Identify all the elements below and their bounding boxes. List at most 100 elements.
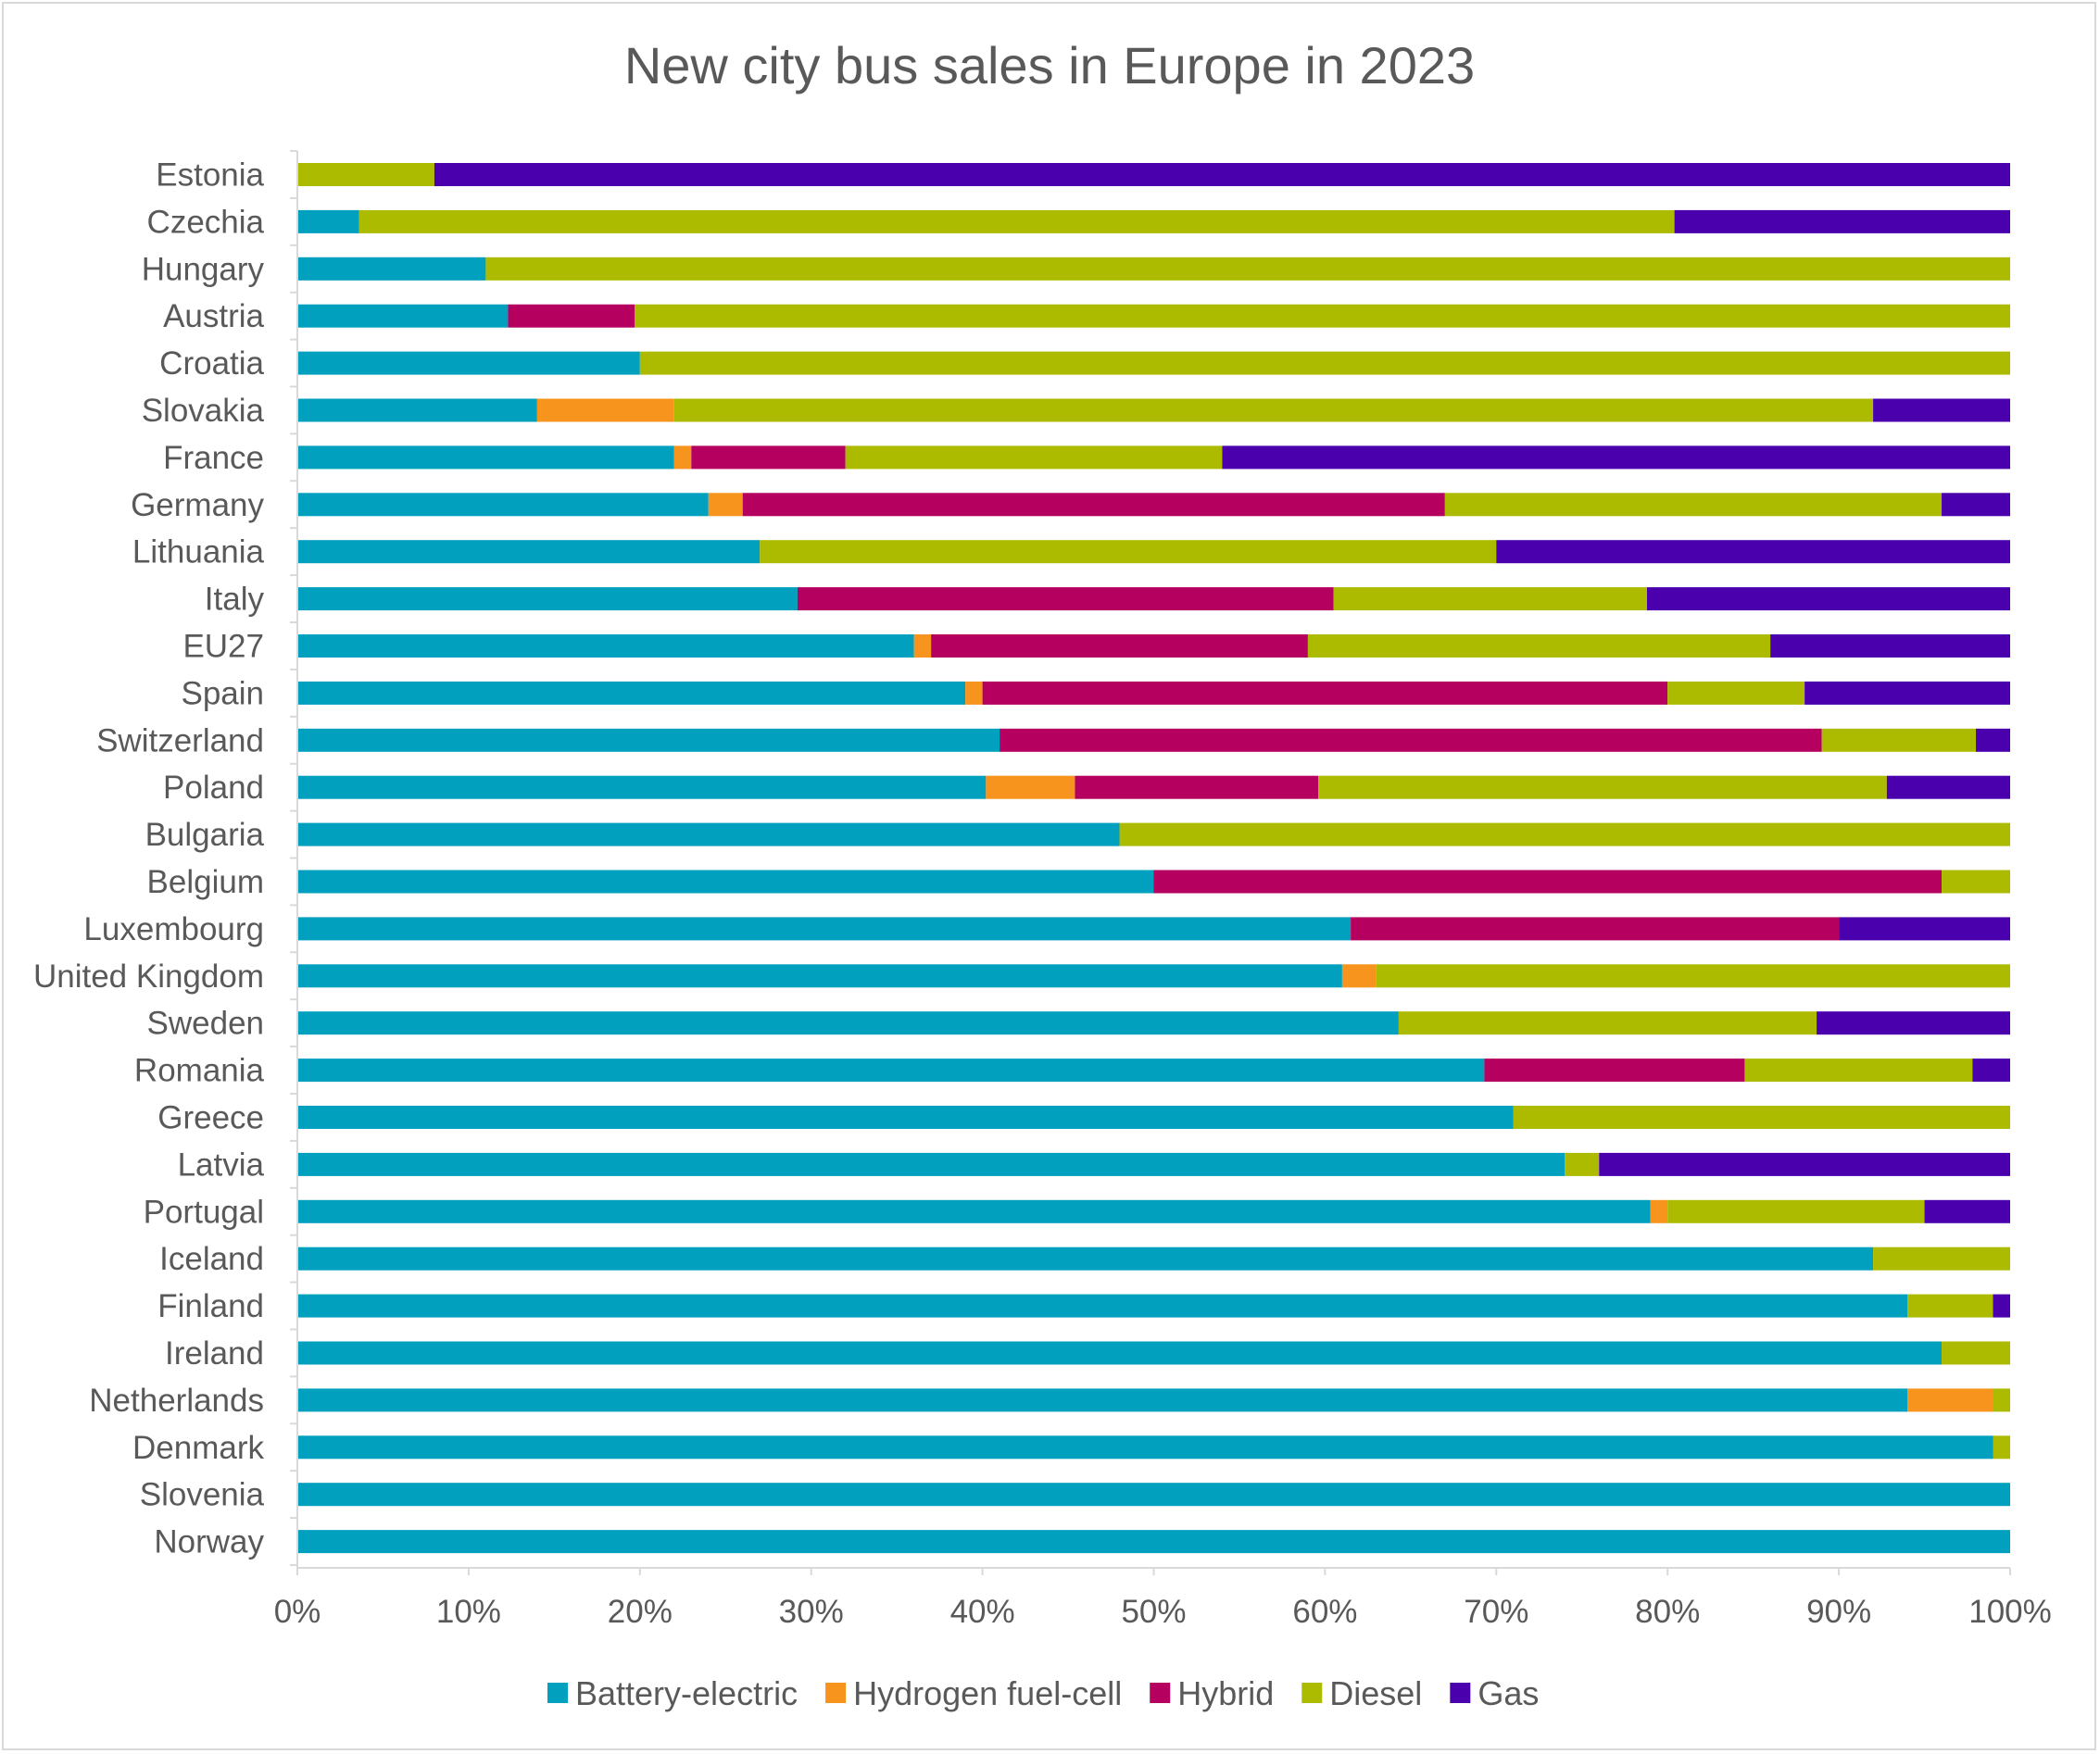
bar-segment-france-hybrid xyxy=(691,445,846,470)
bar-segment-ireland-battery-electric xyxy=(297,1341,1943,1365)
x-tick-label-10: 100% xyxy=(1968,1594,2052,1630)
category-label-norway: Norway xyxy=(154,1524,264,1560)
legend-swatch-battery-electric xyxy=(547,1683,568,1703)
bar-segment-denmark-battery-electric xyxy=(297,1435,1993,1460)
bar-segment-bulgaria-diesel xyxy=(1119,822,2010,846)
bar-segment-poland-battery-electric xyxy=(297,775,987,799)
bar-segment-france-diesel xyxy=(845,445,1223,470)
bar-segment-croatia-battery-electric xyxy=(297,351,640,375)
category-label-denmark: Denmark xyxy=(132,1430,264,1466)
bar-segment-czechia-diesel xyxy=(358,209,1675,233)
bar-segment-belgium-diesel xyxy=(1942,870,2010,894)
chart-title: New city bus sales in Europe in 2023 xyxy=(624,36,1475,94)
bar-segment-slovakia-battery-electric xyxy=(297,398,537,422)
bar-segment-switzerland-diesel xyxy=(1821,728,1977,752)
category-label-sweden: Sweden xyxy=(147,1006,264,1042)
bar-segment-romania-hybrid xyxy=(1484,1059,1745,1083)
bar-segment-hungary-battery-electric xyxy=(297,257,486,281)
category-label-netherlands: Netherlands xyxy=(89,1383,264,1419)
bar-segment-italy-hybrid xyxy=(797,587,1334,611)
bar-segment-italy-battery-electric xyxy=(297,587,798,611)
bar-segment-iceland-diesel xyxy=(1873,1247,2010,1271)
bar-segment-netherlands-battery-electric xyxy=(297,1388,1908,1412)
bar-segment-italy-gas xyxy=(1647,587,2010,611)
category-label-slovenia: Slovenia xyxy=(140,1477,265,1513)
category-labels: Estonia Czechia Hungary Austria Croatia Slova… xyxy=(33,157,265,1560)
bar-segment-estonia-gas xyxy=(434,163,2010,186)
category-label-croatia: Croatia xyxy=(159,345,264,382)
bar-segment-finland-gas xyxy=(1993,1294,2010,1318)
x-tick-label-8: 80% xyxy=(1635,1594,1700,1630)
bar-segment-eu27-hydrogen-fuel-cell xyxy=(913,634,932,658)
bar-segment-poland-diesel xyxy=(1318,775,1887,799)
bar-segment-spain-hybrid xyxy=(982,681,1668,705)
bar-segment-eu27-gas xyxy=(1770,634,2010,658)
bar-segment-poland-hybrid xyxy=(1075,775,1319,799)
bar-segment-latvia-gas xyxy=(1599,1152,2010,1176)
axes-group xyxy=(290,150,2011,1575)
bar-segment-france-hydrogen-fuel-cell xyxy=(673,445,692,470)
bar-segment-switzerland-gas xyxy=(1976,728,2010,752)
category-label-austria: Austria xyxy=(163,298,264,334)
bar-segment-united-kingdom-hydrogen-fuel-cell xyxy=(1341,964,1377,988)
bar-segment-portugal-diesel xyxy=(1667,1199,1925,1223)
bar-segment-netherlands-hydrogen-fuel-cell xyxy=(1907,1388,1993,1412)
bar-segment-hungary-diesel xyxy=(485,257,2010,281)
bar-segment-portugal-hydrogen-fuel-cell xyxy=(1650,1199,1668,1223)
bar-segment-austria-hybrid xyxy=(508,304,635,328)
category-label-latvia: Latvia xyxy=(178,1146,265,1183)
bar-segment-sweden-diesel xyxy=(1398,1011,1817,1035)
category-label-finland: Finland xyxy=(157,1288,264,1324)
category-label-greece: Greece xyxy=(157,1100,264,1136)
legend-swatch-hybrid xyxy=(1150,1683,1171,1703)
bar-segment-netherlands-diesel xyxy=(1993,1388,2010,1412)
category-label-ireland: Ireland xyxy=(165,1335,264,1372)
bar-segment-spain-hydrogen-fuel-cell xyxy=(965,681,983,705)
legend-label-battery-electric: Battery-electric xyxy=(575,1674,798,1712)
bar-segment-greece-battery-electric xyxy=(297,1106,1514,1129)
category-label-lithuania: Lithuania xyxy=(132,534,265,570)
legend-label-hybrid: Hybrid xyxy=(1177,1674,1274,1712)
bar-segment-italy-diesel xyxy=(1333,587,1648,611)
bar-segment-united-kingdom-battery-electric xyxy=(297,964,1342,988)
bar-segment-croatia-diesel xyxy=(639,351,2010,375)
bar-segment-germany-hydrogen-fuel-cell xyxy=(708,493,743,517)
bar-segment-germany-gas xyxy=(1942,493,2010,517)
bar-segment-spain-gas xyxy=(1804,681,2010,705)
category-label-germany: Germany xyxy=(131,487,264,523)
legend: Battery-electric Hydrogen fuel-cell Hybrid… xyxy=(547,1674,1539,1712)
bar-segment-slovakia-diesel xyxy=(673,398,1874,422)
x-tick-labels: 0% 10% 20% 30% 40% 50% 60% 70% 80% 90% 100% xyxy=(274,1594,2052,1630)
bar-segment-finland-diesel xyxy=(1907,1294,1993,1318)
bar-segment-spain-diesel xyxy=(1667,681,1805,705)
x-tick-label-3: 30% xyxy=(779,1594,844,1630)
category-label-iceland: Iceland xyxy=(159,1241,264,1277)
bar-segment-poland-hydrogen-fuel-cell xyxy=(986,775,1075,799)
bar-segment-portugal-battery-electric xyxy=(297,1199,1651,1223)
category-label-italy: Italy xyxy=(205,582,265,618)
bar-segment-france-gas xyxy=(1222,445,2010,470)
legend-swatch-hydrogen-fuel-cell xyxy=(825,1683,847,1703)
bar-segment-latvia-diesel xyxy=(1565,1152,1600,1176)
category-label-estonia: Estonia xyxy=(156,157,264,194)
bar-segment-eu27-hybrid xyxy=(931,634,1308,658)
bar-segment-slovakia-hydrogen-fuel-cell xyxy=(536,398,674,422)
bar-segment-austria-battery-electric xyxy=(297,304,509,328)
category-label-united-kingdom: United Kingdom xyxy=(33,958,264,995)
bar-segment-lithuania-battery-electric xyxy=(297,540,761,564)
category-label-slovakia: Slovakia xyxy=(142,393,265,429)
bar-segment-eu27-diesel xyxy=(1307,634,1771,658)
bar-segment-norway-battery-electric xyxy=(297,1530,2010,1554)
bar-segment-united-kingdom-diesel xyxy=(1376,964,2010,988)
bar-segment-iceland-battery-electric xyxy=(297,1247,1874,1271)
bar-segment-germany-battery-electric xyxy=(297,493,709,517)
bar-segment-germany-hybrid xyxy=(742,493,1445,517)
x-tick-label-2: 20% xyxy=(608,1594,673,1630)
category-label-switzerland: Switzerland xyxy=(96,722,264,758)
bar-segment-sweden-gas xyxy=(1817,1011,2010,1035)
bar-segment-sweden-battery-electric xyxy=(297,1011,1399,1035)
legend-swatch-gas xyxy=(1450,1683,1471,1703)
bar-segment-slovakia-gas xyxy=(1873,398,2010,422)
bar-segment-eu27-battery-electric xyxy=(297,634,914,658)
